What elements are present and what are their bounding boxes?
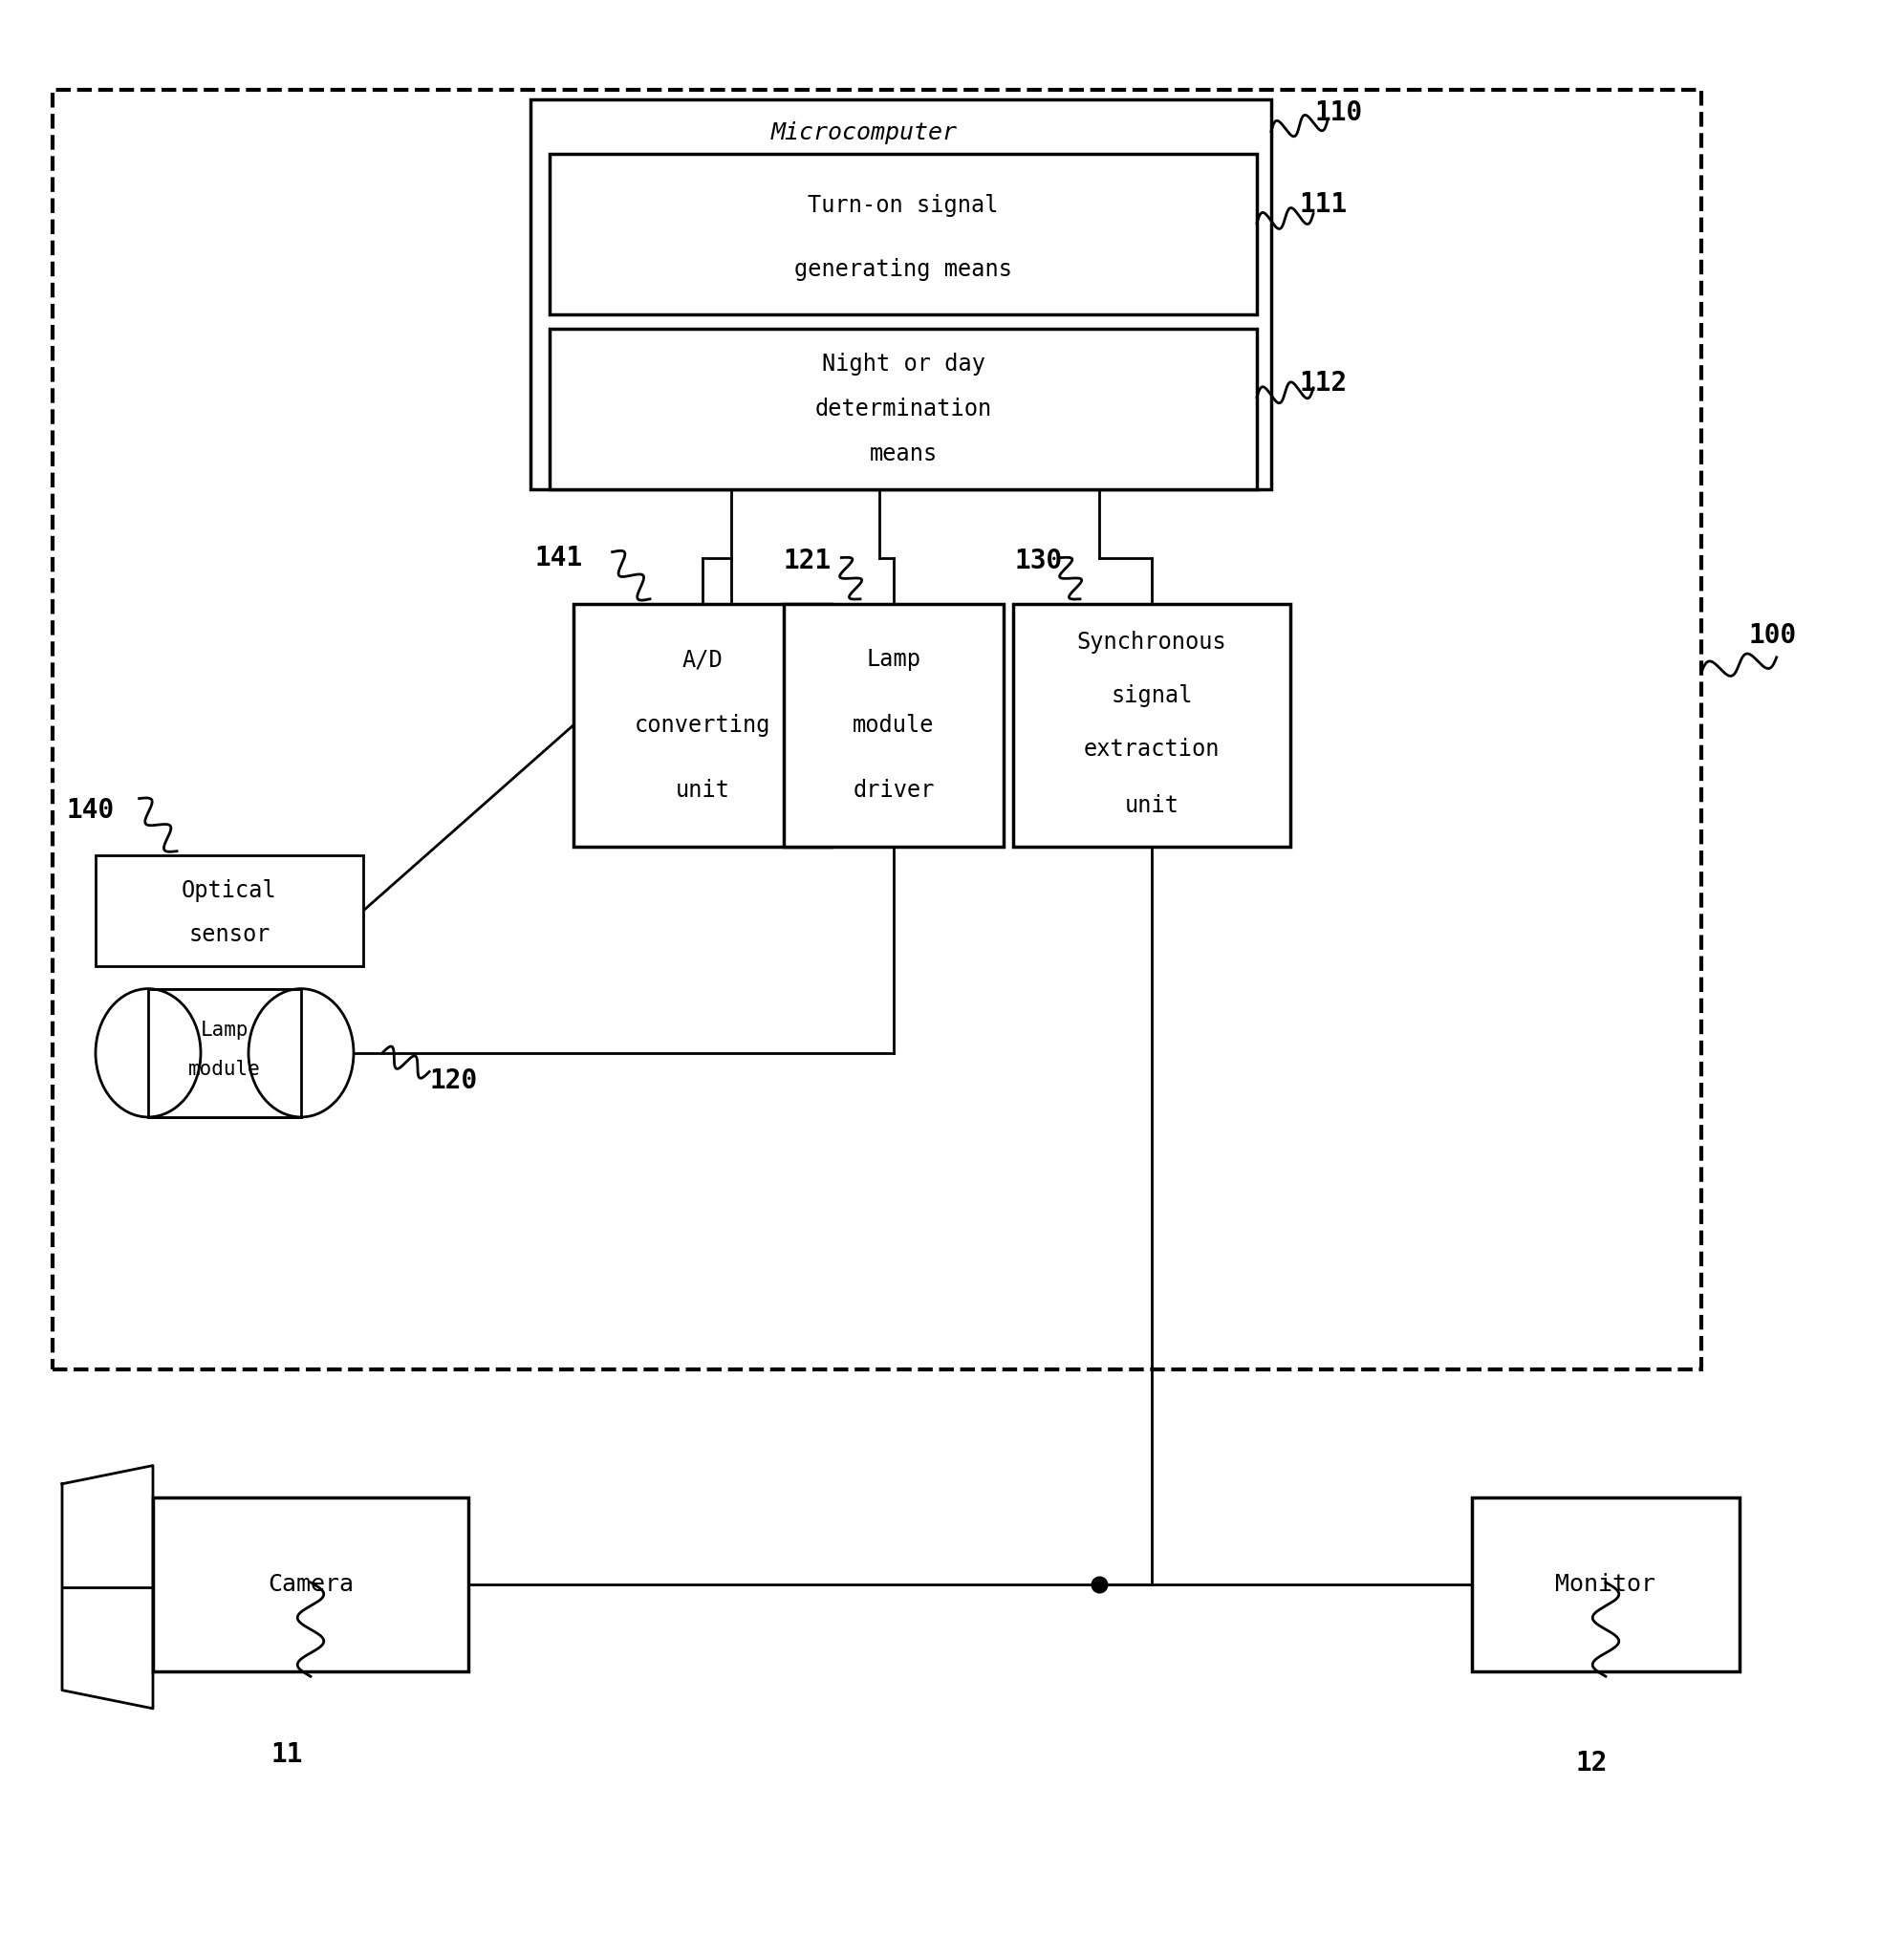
Bar bbox=[784, 604, 1004, 847]
Bar bbox=[549, 155, 1257, 316]
Text: 112: 112 bbox=[1300, 370, 1349, 396]
Text: unit: unit bbox=[675, 780, 730, 802]
Text: 11: 11 bbox=[271, 1740, 303, 1768]
Bar bbox=[530, 100, 1272, 488]
Text: module: module bbox=[188, 1060, 261, 1078]
Bar bbox=[549, 329, 1257, 488]
Text: 141: 141 bbox=[536, 545, 583, 570]
Bar bbox=[96, 857, 363, 966]
Bar bbox=[149, 988, 301, 1117]
Text: 120: 120 bbox=[431, 1066, 478, 1094]
Text: Optical: Optical bbox=[182, 880, 277, 902]
Text: 130: 130 bbox=[1016, 547, 1063, 574]
Text: 121: 121 bbox=[784, 547, 831, 574]
Bar bbox=[1014, 604, 1290, 847]
Text: determination: determination bbox=[814, 398, 991, 419]
Text: signal: signal bbox=[1112, 684, 1193, 708]
Text: Night or day: Night or day bbox=[822, 353, 986, 374]
Ellipse shape bbox=[248, 988, 354, 1117]
Text: 110: 110 bbox=[1315, 100, 1362, 125]
Text: driver: driver bbox=[852, 780, 935, 802]
Text: 100: 100 bbox=[1749, 623, 1796, 649]
Bar bbox=[149, 988, 301, 1117]
Text: extraction: extraction bbox=[1083, 737, 1221, 760]
Text: Turn-on signal: Turn-on signal bbox=[807, 194, 999, 218]
Text: Microcomputer: Microcomputer bbox=[771, 122, 957, 145]
Text: sensor: sensor bbox=[188, 923, 271, 947]
Text: module: module bbox=[852, 713, 935, 737]
Text: 12: 12 bbox=[1576, 1750, 1608, 1778]
Text: Monitor: Monitor bbox=[1556, 1574, 1655, 1595]
Text: converting: converting bbox=[634, 713, 771, 737]
Text: means: means bbox=[869, 443, 937, 465]
Ellipse shape bbox=[96, 988, 201, 1117]
Bar bbox=[574, 604, 831, 847]
Bar bbox=[1473, 1497, 1740, 1672]
Text: A/D: A/D bbox=[683, 649, 722, 670]
Text: Lamp: Lamp bbox=[201, 1021, 248, 1041]
Text: Camera: Camera bbox=[267, 1574, 354, 1595]
Bar bbox=[53, 90, 1700, 1370]
Text: unit: unit bbox=[1125, 794, 1179, 817]
Text: Lamp: Lamp bbox=[867, 649, 922, 670]
Bar bbox=[152, 1497, 468, 1672]
Text: 140: 140 bbox=[68, 796, 115, 823]
Bar bbox=[149, 988, 301, 1117]
Text: generating means: generating means bbox=[794, 259, 1012, 282]
Text: Synchronous: Synchronous bbox=[1076, 631, 1226, 655]
Text: 111: 111 bbox=[1300, 192, 1349, 218]
